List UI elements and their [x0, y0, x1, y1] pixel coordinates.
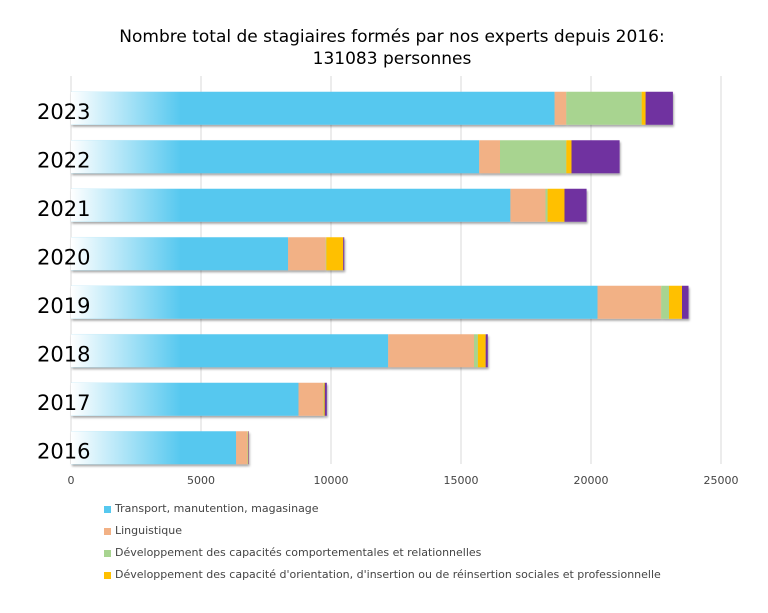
bar-fade-2019	[71, 285, 181, 319]
legend-item: Linguistique	[104, 524, 744, 538]
x-tick-label: 0	[68, 474, 75, 487]
bar-segment-2023-4	[645, 91, 673, 125]
legend-swatch	[104, 572, 111, 579]
category-label-2017: 2017	[37, 391, 90, 415]
category-label-2020: 2020	[37, 245, 90, 269]
legend-label: Développement des capacité d'orientation…	[115, 568, 661, 581]
x-tick-label: 25000	[704, 474, 739, 487]
bar-segment-2023-1	[554, 91, 567, 125]
bar-fade-2018	[71, 334, 181, 368]
bar-segment-2023-3	[641, 91, 646, 125]
bar-segment-2020-1	[288, 237, 326, 271]
bar-segment-2022-4	[571, 140, 620, 174]
legend-label: Linguistique	[115, 524, 182, 537]
legend-item: Transport, manutention, magasinage	[104, 502, 744, 516]
bar-fade-2022	[71, 140, 181, 174]
bar-segment-2016-1	[236, 431, 248, 465]
bar-segment-2022-3	[566, 140, 572, 174]
bar-segment-2019-3	[669, 285, 682, 319]
category-label-2016: 2016	[37, 439, 90, 463]
category-label-2021: 2021	[37, 197, 90, 221]
x-tick-label: 15000	[444, 474, 479, 487]
x-tick-label: 20000	[574, 474, 609, 487]
bar-segment-2016-2	[247, 431, 248, 465]
legend-label: Transport, manutention, magasinage	[115, 502, 319, 515]
bar-fade-2023	[71, 91, 181, 125]
legend-swatch	[104, 528, 111, 535]
bar-segment-2017-2	[323, 382, 324, 416]
bar-segment-2019-4	[682, 285, 689, 319]
legend-label: Développement des capacités comportement…	[115, 546, 482, 559]
bar-segment-2017-4	[324, 382, 327, 416]
bar-segment-2020-4	[343, 237, 345, 271]
x-tick-label: 5000	[187, 474, 215, 487]
bar-segment-2020-2	[325, 237, 327, 271]
legend-swatch	[104, 506, 111, 513]
x-tick-label: 10000	[314, 474, 349, 487]
bar-segment-2018-4	[485, 334, 488, 368]
bar-segment-2021-1	[510, 188, 546, 222]
bar-segment-2021-2	[545, 188, 548, 222]
category-label-2019: 2019	[37, 294, 90, 318]
bar-segment-2016-3	[247, 431, 249, 465]
legend-item: Développement des capacités comportement…	[104, 546, 744, 560]
bar-segment-2021-3	[547, 188, 565, 222]
bar-segment-2017-3	[323, 382, 325, 416]
category-label-2018: 2018	[37, 342, 90, 366]
bar-segment-2018-2	[474, 334, 478, 368]
bar-segment-2023-2	[566, 91, 642, 125]
bar-segment-2022-1	[479, 140, 500, 174]
bar-fade-2020	[71, 237, 181, 271]
bar-segment-2018-3	[477, 334, 486, 368]
bar-segment-2021-4	[564, 188, 587, 222]
bar-segment-2022-2	[500, 140, 567, 174]
bar-segment-2020-3	[326, 237, 344, 271]
chart-legend: Transport, manutention, magasinage Lingui…	[104, 496, 744, 590]
bar-fade-2016	[71, 431, 181, 465]
bar-segment-2019-1	[597, 285, 662, 319]
bar-fade-2017	[71, 382, 181, 416]
category-label-2023: 2023	[37, 100, 90, 124]
chart-title: Nombre total de stagiaires formés par no…	[119, 27, 664, 47]
bar-segment-2018-1	[388, 334, 474, 368]
bar-fade-2021	[71, 188, 181, 222]
bar-segment-2016-4	[248, 431, 249, 465]
bar-segment-2017-1	[298, 382, 324, 416]
category-label-2022: 2022	[37, 148, 90, 172]
legend-item: Développement des capacité d'orientation…	[104, 568, 744, 582]
legend-swatch	[104, 550, 111, 557]
bar-segment-2019-2	[661, 285, 669, 319]
chart-subtitle: 131083 personnes	[313, 49, 472, 69]
